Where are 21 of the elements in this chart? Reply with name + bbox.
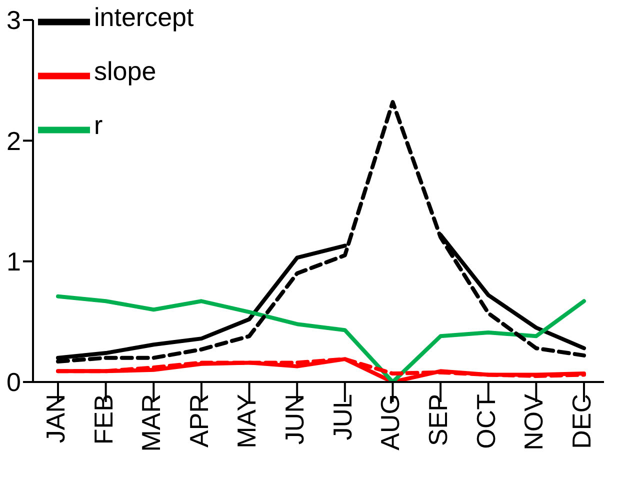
line-series — [56, 100, 586, 364]
y-tick-label: 2 — [6, 126, 21, 156]
y-tick-label: 0 — [6, 367, 21, 398]
y-tick-label: 1 — [6, 246, 21, 277]
x-tick-label: MAY — [232, 394, 262, 448]
x-tick-label: AUG — [375, 394, 406, 450]
y-tick-label: 3 — [6, 5, 21, 36]
x-tick-label: JAN — [40, 394, 70, 444]
x-tick-label: SEP — [423, 394, 454, 446]
x-tick-label: FEB — [88, 394, 118, 445]
x-tick-label: DEC — [566, 394, 596, 449]
x-tick-label: MAR — [136, 394, 166, 452]
line-series — [56, 294, 586, 382]
legend-label: r — [94, 110, 103, 140]
x-tick-label: OCT — [470, 394, 501, 449]
x-tick-label: APR — [184, 394, 214, 448]
x-tick-label: JUL — [327, 394, 358, 440]
legend-label: intercept — [94, 2, 194, 32]
x-tick-label: JUN — [280, 394, 310, 445]
x-tick-label: NOV — [518, 393, 549, 450]
legend-label: slope — [94, 56, 156, 86]
